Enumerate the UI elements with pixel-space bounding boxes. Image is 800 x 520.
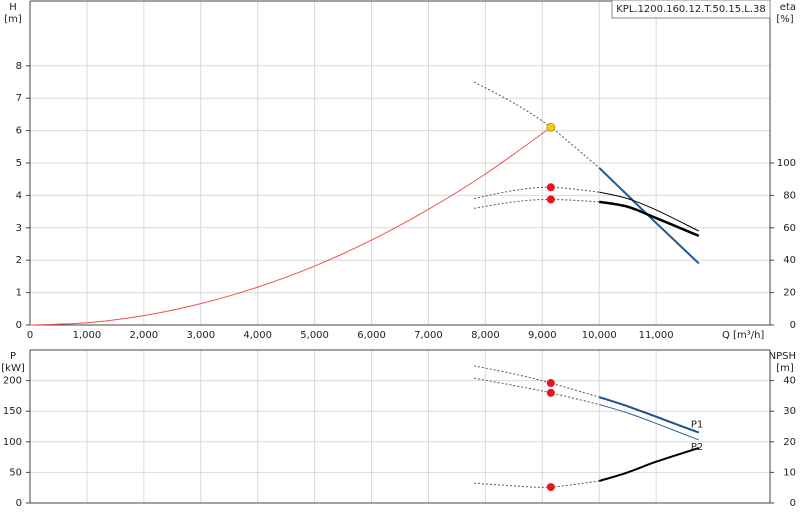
x-tick-label: 6,000 [357,330,386,341]
y2-tick-label: 0 [790,320,796,331]
y-tick-label: 200 [3,376,22,387]
model-name: KPL.1200.160.12.T.50.15.L.38 [616,4,766,15]
y-tick-label: 3 [16,223,22,234]
y2-axis-label: NPSH [769,351,796,362]
duty-point [546,388,555,397]
y-tick-label: 5 [16,158,22,169]
curve [473,480,600,488]
duty-point [546,379,555,388]
curve [599,191,700,232]
x-tick-label: 9,000 [528,330,557,341]
y-tick-label: 6 [16,126,22,137]
curve [473,377,600,405]
curve [473,198,600,209]
y2-tick-label: 80 [783,190,796,201]
y2-tick-label: 40 [783,255,796,266]
y-tick-label: 50 [9,467,22,478]
x-tick-label: 1,000 [73,330,102,341]
y-axis-unit: [m] [4,14,22,25]
y-tick-label: 8 [16,61,22,72]
y2-tick-label: 40 [783,376,796,387]
duty-point [546,183,555,192]
x-tick-label: 0 [27,330,33,341]
y-tick-label: 4 [16,190,22,201]
curve [598,167,700,265]
y2-tick-label: 10 [783,467,796,478]
y-axis-label: P [10,351,16,362]
curve [473,81,600,169]
duty-point [546,122,556,132]
x-tick-label: 2,000 [130,330,159,341]
curve [473,186,600,200]
y-tick-label: 7 [16,93,22,104]
y-tick-label: 2 [16,255,22,266]
y-tick-label: 0 [16,498,22,509]
duty-point [546,195,555,204]
y2-tick-label: 60 [783,223,796,234]
curve [598,446,700,482]
x-tick-label: 5,000 [300,330,329,341]
y-axis-label: H [9,2,17,13]
x-axis-label: Q [m³/h] [722,330,764,341]
y-tick-label: 0 [16,320,22,331]
y-tick-label: 150 [3,406,22,417]
y2-tick-label: 100 [777,158,796,169]
curve [599,200,700,238]
y2-axis-unit: [m] [776,363,794,374]
y2-tick-label: 20 [783,288,796,299]
model-box [611,0,771,19]
y2-tick-label: 20 [783,437,796,448]
x-tick-label: 10,000 [582,330,617,341]
x-tick-label: 4,000 [243,330,272,341]
y2-axis-unit: [%] [776,14,793,25]
y2-tick-label: 0 [790,498,796,509]
curve [29,126,552,326]
x-tick-label: 3,000 [186,330,215,341]
y-tick-label: 100 [3,437,22,448]
duty-point [546,483,555,492]
curve [598,396,700,434]
y-tick-label: 1 [16,288,22,299]
curve [599,403,700,441]
x-tick-label: 11,000 [639,330,674,341]
y-axis-unit: [kW] [1,363,25,374]
x-tick-label: 7,000 [414,330,443,341]
y2-tick-label: 30 [783,406,796,417]
curve-label: P1 [691,420,703,431]
x-tick-label: 8,000 [471,330,500,341]
y2-axis-label: eta [780,2,796,13]
curve [473,365,600,398]
